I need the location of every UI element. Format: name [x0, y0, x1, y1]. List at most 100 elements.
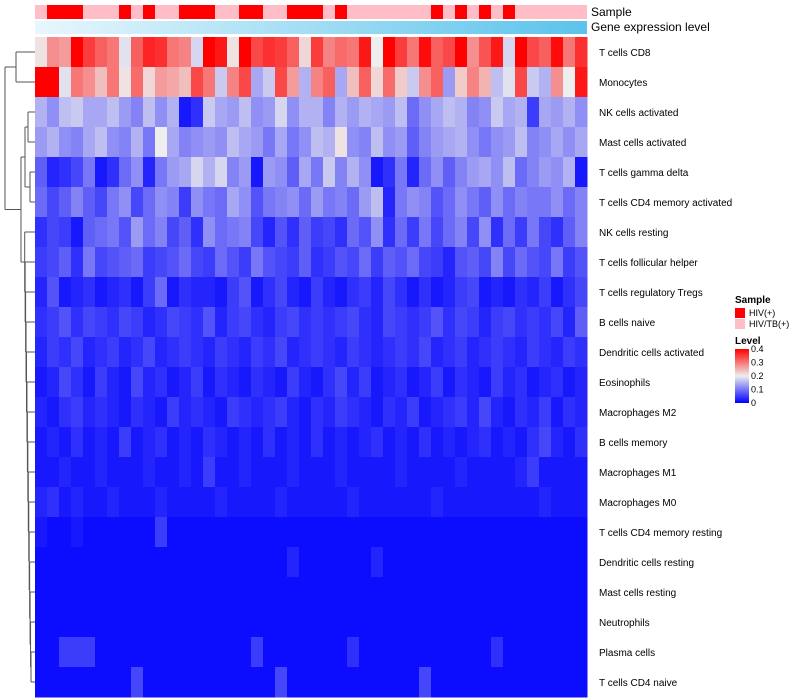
- heatmap-cell: [347, 337, 360, 368]
- heatmap-cell: [383, 37, 396, 68]
- heatmap-cell: [287, 127, 300, 158]
- heatmap-cell: [503, 577, 516, 608]
- heatmap-cell: [95, 127, 108, 158]
- heatmap-cell: [191, 277, 204, 308]
- heatmap-cell: [167, 427, 180, 458]
- heatmap-cell: [155, 67, 168, 98]
- heatmap-cell: [47, 67, 60, 98]
- heatmap-cell: [311, 337, 324, 368]
- heatmap-cell: [215, 337, 228, 368]
- heatmap-cell: [71, 337, 84, 368]
- heatmap-cell: [563, 37, 576, 68]
- heatmap-cell: [59, 487, 72, 518]
- heatmap-cell: [443, 37, 456, 68]
- heatmap-cell: [155, 277, 168, 308]
- heatmap-cell: [275, 397, 288, 428]
- heatmap-cell: [263, 217, 276, 248]
- heatmap-cell: [287, 37, 300, 68]
- heatmap-cell: [431, 217, 444, 248]
- heatmap-cell: [263, 397, 276, 428]
- heatmap-cell: [35, 547, 48, 578]
- heatmap-cell: [191, 397, 204, 428]
- heatmap-cell: [35, 37, 48, 68]
- heatmap-cell: [191, 457, 204, 488]
- heatmap-cell: [227, 307, 240, 338]
- heatmap-cell: [143, 517, 156, 548]
- heatmap-cell: [119, 337, 132, 368]
- heatmap-cell: [251, 127, 264, 158]
- sample-annotation-cell: [167, 5, 179, 19]
- heatmap-cell: [155, 397, 168, 428]
- row-label: T cells CD8: [599, 48, 651, 59]
- heatmap-cell: [383, 667, 396, 698]
- heatmap-cell: [263, 307, 276, 338]
- heatmap-cell: [251, 547, 264, 578]
- heatmap-cell: [83, 367, 96, 398]
- heatmap-cell: [215, 37, 228, 68]
- heatmap-cell: [407, 667, 420, 698]
- heatmap-cell: [455, 307, 468, 338]
- heatmap-cell: [107, 367, 120, 398]
- heatmap-cell: [275, 367, 288, 398]
- heatmap-cell: [479, 217, 492, 248]
- heatmap-cell: [107, 577, 120, 608]
- heatmap-cell: [71, 67, 84, 98]
- heatmap-cell: [287, 457, 300, 488]
- heatmap-cell: [323, 577, 336, 608]
- heatmap-cell: [275, 487, 288, 518]
- heatmap-cell: [359, 607, 372, 638]
- row-label: Macrophages M1: [599, 468, 677, 479]
- heatmap-cell: [335, 517, 348, 548]
- heatmap-cell: [179, 277, 192, 308]
- heatmap-cell: [539, 37, 552, 68]
- heatmap-cell: [155, 457, 168, 488]
- heatmap-cell: [131, 547, 144, 578]
- heatmap-cell: [551, 97, 564, 128]
- heatmap-cell: [575, 547, 588, 578]
- sample-annotation-cell: [179, 5, 191, 19]
- heatmap-cell: [311, 517, 324, 548]
- heatmap-cell: [515, 457, 528, 488]
- heatmap-cell: [551, 547, 564, 578]
- heatmap-cell: [311, 97, 324, 128]
- heatmap-cell: [323, 247, 336, 278]
- heatmap-cell: [491, 187, 504, 218]
- heatmap-cell: [371, 247, 384, 278]
- heatmap-cell: [107, 187, 120, 218]
- heatmap-cell: [371, 127, 384, 158]
- heatmap-cell: [71, 97, 84, 128]
- heatmap-cell: [215, 637, 228, 668]
- heatmap-cell: [239, 667, 252, 698]
- heatmap-cell: [35, 277, 48, 308]
- heatmap-cell: [311, 187, 324, 218]
- heatmap-cell: [59, 337, 72, 368]
- heatmap-cell: [455, 217, 468, 248]
- heatmap-cell: [491, 487, 504, 518]
- heatmap-cell: [539, 97, 552, 128]
- heatmap-cell: [167, 127, 180, 158]
- heatmap-cell: [323, 67, 336, 98]
- heatmap-cell: [563, 397, 576, 428]
- heatmap-body: [35, 37, 588, 698]
- heatmap-cell: [551, 277, 564, 308]
- heatmap-cell: [287, 577, 300, 608]
- heatmap-cell: [251, 517, 264, 548]
- heatmap-cell: [443, 547, 456, 578]
- heatmap-cell: [503, 67, 516, 98]
- heatmap-cell: [155, 607, 168, 638]
- heatmap-cell: [359, 187, 372, 218]
- heatmap-cell: [275, 277, 288, 308]
- heatmap-cell: [215, 97, 228, 128]
- heatmap-cell: [179, 517, 192, 548]
- heatmap-cell: [347, 277, 360, 308]
- heatmap-cell: [47, 187, 60, 218]
- heatmap-cell: [491, 247, 504, 278]
- heatmap-cell: [179, 127, 192, 158]
- heatmap-cell: [275, 427, 288, 458]
- heatmap-cell: [431, 577, 444, 608]
- heatmap-cell: [179, 487, 192, 518]
- heatmap-cell: [563, 247, 576, 278]
- heatmap-cell: [299, 67, 312, 98]
- heatmap-cell: [299, 187, 312, 218]
